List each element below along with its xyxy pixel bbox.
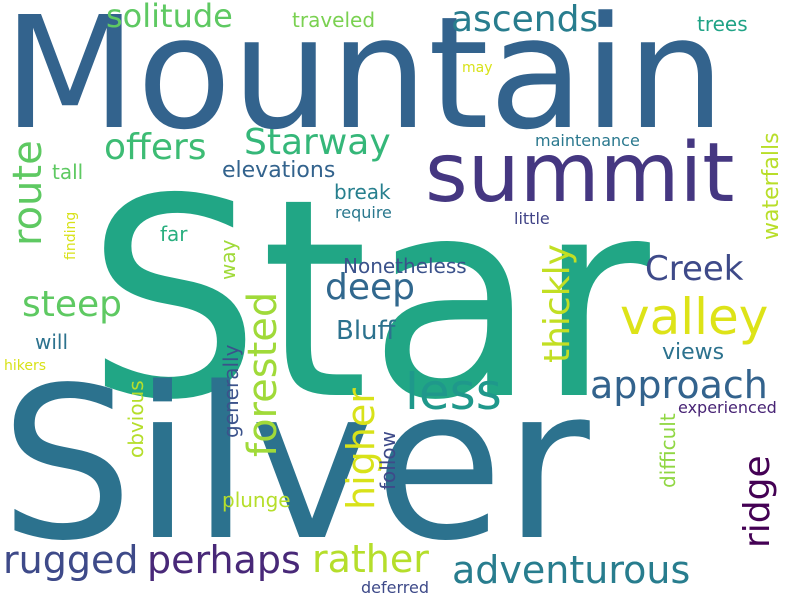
word-will: will bbox=[35, 330, 69, 354]
word-nonetheless: Nonetheless bbox=[343, 254, 467, 278]
word-obvious: obvious bbox=[124, 380, 148, 458]
word-solitude: solitude bbox=[106, 0, 233, 35]
word-difficult: difficult bbox=[656, 413, 680, 488]
word-perhaps: perhaps bbox=[147, 538, 301, 582]
word-tall: tall bbox=[52, 160, 84, 184]
word-deep: deep bbox=[325, 267, 415, 308]
word-trees: trees bbox=[697, 12, 748, 36]
word-steep: steep bbox=[22, 284, 123, 325]
word-offers: offers bbox=[104, 127, 207, 168]
word-starway: Starway bbox=[244, 122, 391, 163]
word-valley: valley bbox=[620, 288, 769, 346]
word-approach: approach bbox=[590, 363, 768, 407]
word-break: break bbox=[334, 180, 391, 204]
word-finding: finding bbox=[63, 211, 79, 260]
word-maintenance: maintenance bbox=[535, 131, 640, 150]
word-creek: Creek bbox=[645, 249, 744, 289]
word-follow: follow bbox=[376, 431, 400, 490]
word-route: route bbox=[5, 140, 51, 246]
word-ascends: ascends bbox=[451, 0, 599, 40]
word-deferred: deferred bbox=[361, 578, 429, 597]
word-waterfalls: waterfalls bbox=[759, 132, 784, 240]
word-rugged: rugged bbox=[3, 538, 139, 582]
word-elevations: elevations bbox=[222, 158, 336, 183]
word-mountain: Mountain bbox=[3, 0, 726, 164]
word-higher: higher bbox=[339, 388, 383, 510]
word-plunge: plunge bbox=[222, 488, 291, 512]
word-traveled: traveled bbox=[292, 8, 376, 32]
word-rather: rather bbox=[312, 537, 429, 581]
word-ridge: ridge bbox=[737, 455, 778, 548]
word-summit: summit bbox=[425, 126, 735, 221]
word-way: way bbox=[216, 239, 240, 280]
word-require: require bbox=[335, 203, 392, 222]
word-hikers: hikers bbox=[4, 358, 47, 374]
word-bluff: Bluff bbox=[336, 316, 396, 346]
word-forested: forested bbox=[240, 291, 286, 457]
word-thickly: thickly bbox=[537, 244, 578, 363]
word-experienced: experienced bbox=[678, 398, 777, 417]
word-silver: Silver bbox=[0, 342, 590, 587]
word-adventurous: adventurous bbox=[452, 548, 691, 592]
word-less: less bbox=[405, 363, 502, 421]
word-views: views bbox=[662, 340, 725, 365]
word-may: may bbox=[462, 60, 493, 76]
word-little: little bbox=[514, 209, 550, 228]
word-far: far bbox=[160, 222, 188, 246]
word-star: Star bbox=[86, 140, 650, 460]
word-generally: generally bbox=[219, 344, 243, 438]
